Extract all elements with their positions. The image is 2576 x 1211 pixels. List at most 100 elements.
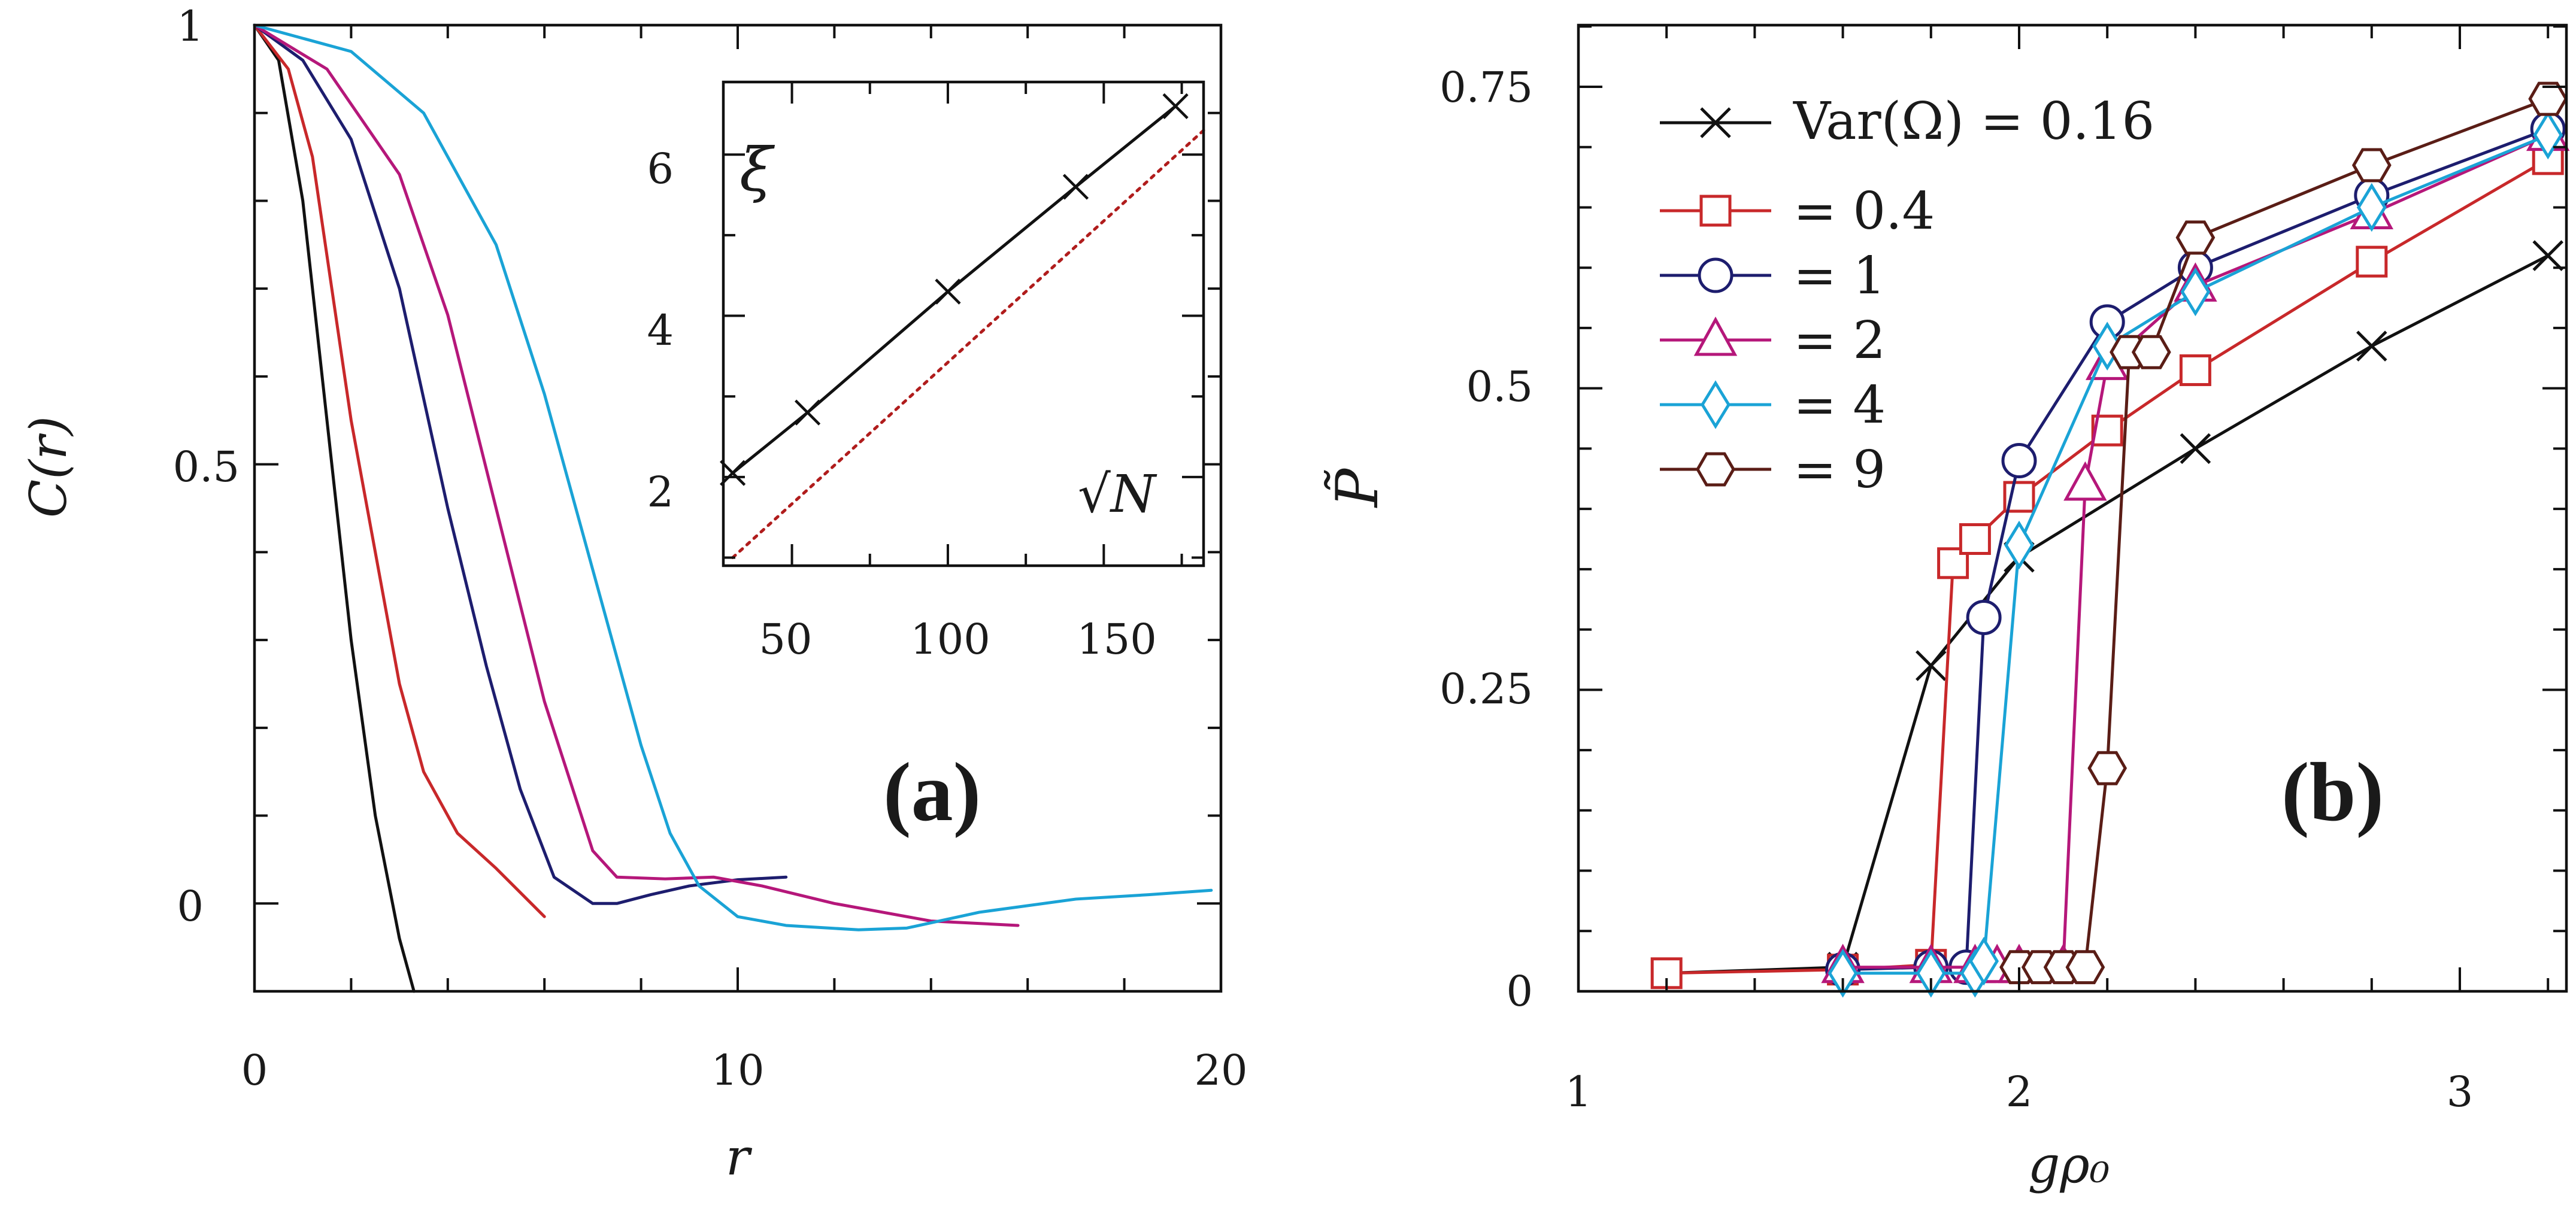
panel-b-ytick-label: 0.25 [1439, 664, 1533, 714]
diamond-marker [1701, 380, 1731, 429]
x-marker-stroke [2356, 330, 2387, 362]
x-marker-stroke [935, 278, 961, 305]
panel-b-ticks [1577, 25, 2566, 993]
panel-a-ytick-label: 1 [177, 2, 204, 51]
panel-b-series-group [1650, 81, 2570, 998]
x-marker-stroke [720, 460, 746, 486]
series-line-black [253, 23, 416, 993]
inset-data-point [795, 399, 821, 426]
inset-reference-line [731, 129, 1205, 560]
panel-b-xtick-label: 2 [2006, 1067, 2033, 1116]
panel-b-ylabel: P̃ [1324, 468, 1391, 508]
triangle-marker [1693, 316, 1738, 356]
diamond-marker [2004, 520, 2034, 570]
inset-xtick-label: 100 [910, 615, 990, 664]
inset-xlabel: √N [1078, 465, 1157, 524]
panel-a-xtick-label: 10 [711, 1046, 764, 1095]
x-marker-stroke [1916, 650, 1947, 681]
panel-a-ylabel: C(r) [19, 416, 78, 518]
diamond-marker [1828, 948, 1858, 998]
square-marker [2356, 245, 2388, 278]
inset-series-group [720, 93, 1205, 560]
panel-b-ytick-label: 0.75 [1439, 63, 1533, 112]
diamond-marker [2180, 267, 2211, 317]
hexagon-marker [2175, 220, 2216, 255]
circle-marker [1698, 257, 1734, 293]
square-marker [1959, 523, 1991, 555]
inset-xtick-label: 50 [759, 615, 812, 664]
panel-a-ytick-label: 0 [177, 882, 204, 931]
inset-data-point [720, 460, 746, 486]
x-marker-stroke [1700, 107, 1731, 138]
diamond-marker [1969, 936, 1999, 986]
x-marker-stroke [2532, 240, 2563, 271]
inset-ytick-label: 2 [647, 468, 674, 517]
legend-label: Var(Ω) = 0.16 [1793, 92, 2154, 151]
panel-b-xtick-label: 3 [2447, 1067, 2474, 1116]
inset-data-point [1162, 93, 1189, 119]
legend-label: = 4 [1793, 375, 1886, 435]
circle-marker [1966, 599, 2002, 635]
hexagon-marker [2131, 335, 2171, 369]
x-marker [2356, 330, 2387, 362]
x-marker [2532, 240, 2563, 271]
x-marker-stroke [1162, 93, 1189, 119]
legend-label: = 9 [1793, 440, 1886, 500]
inset-background [723, 82, 1204, 566]
panel-a-xtick-label: 20 [1194, 1046, 1247, 1095]
legend-swatches [1660, 107, 1771, 487]
legend-label: = 2 [1793, 311, 1886, 371]
panel-a-ytick-label: 0.5 [173, 442, 240, 491]
series-line-red [253, 23, 546, 918]
series-line-magenta [253, 23, 1020, 927]
panel-a-xlabel: r [726, 1128, 753, 1186]
series-hexagon [1999, 81, 2568, 985]
x-marker-stroke [1062, 174, 1089, 200]
panel-b-plot-frame [1577, 23, 2568, 993]
series-line-cyan [253, 23, 1213, 931]
diamond-marker [1916, 948, 1946, 998]
triangle-marker [2063, 461, 2107, 501]
x-marker [1700, 107, 1731, 138]
series-square [1650, 143, 2564, 990]
diamond-marker [2533, 110, 2563, 160]
panel-a-inset: 50 100 150 2 4 6 ξ √N [647, 80, 1205, 664]
panel-a-label: (a) [883, 746, 981, 839]
x-marker-stroke [2180, 433, 2211, 465]
x-marker [1916, 650, 1947, 681]
square-marker [1699, 195, 1732, 227]
square-marker [2179, 354, 2211, 386]
inset-ytick-label: 4 [647, 306, 674, 355]
circle-marker [2001, 443, 2037, 479]
inset-data-point [1062, 174, 1089, 200]
inset-ytick-label: 6 [647, 144, 674, 193]
panel-b-xtick-label: 1 [1565, 1067, 1592, 1116]
hexagon-marker [2528, 81, 2568, 116]
diamond-marker [2356, 183, 2387, 232]
hexagon-marker [2087, 751, 2128, 785]
panel-a: 0 10 20 0 0.5 1 r C(r) (a) 50 100 150 2 … [19, 2, 1248, 1186]
panel-a-xtick-label: 0 [241, 1046, 268, 1095]
inset-xtick-label: 150 [1077, 615, 1157, 664]
series-diamond [1828, 110, 2563, 998]
x-marker [2180, 433, 2211, 465]
series-line-navy [253, 23, 788, 905]
panel-a-ticks [253, 24, 1222, 991]
hexagon-marker [2351, 148, 2392, 183]
panel-b-legend: Var(Ω) = 0.16 = 0.4 = 1 = 2 = 4 = 9 [1660, 92, 2154, 500]
panel-b: 1 2 3 0 0.25 0.5 0.75 gρ₀ P̃ (b) Var(Ω) … [1324, 23, 2570, 1194]
panel-b-ytick-label: 0.5 [1466, 362, 1533, 411]
x-marker-stroke [795, 399, 821, 426]
hexagon-marker [1696, 452, 1735, 487]
inset-ylabel: ξ [740, 135, 775, 205]
panel-b-label: (b) [2281, 746, 2384, 839]
inset-ticks [723, 82, 1204, 566]
panel-b-ytick-label: 0 [1506, 967, 1533, 1016]
inset-data-point [935, 278, 961, 305]
legend-label: = 1 [1793, 246, 1886, 306]
inset-frame [722, 80, 1205, 567]
hexagon-marker [2065, 950, 2105, 985]
legend-label: = 0.4 [1793, 181, 1935, 241]
panel-a-series-group [253, 23, 1213, 993]
